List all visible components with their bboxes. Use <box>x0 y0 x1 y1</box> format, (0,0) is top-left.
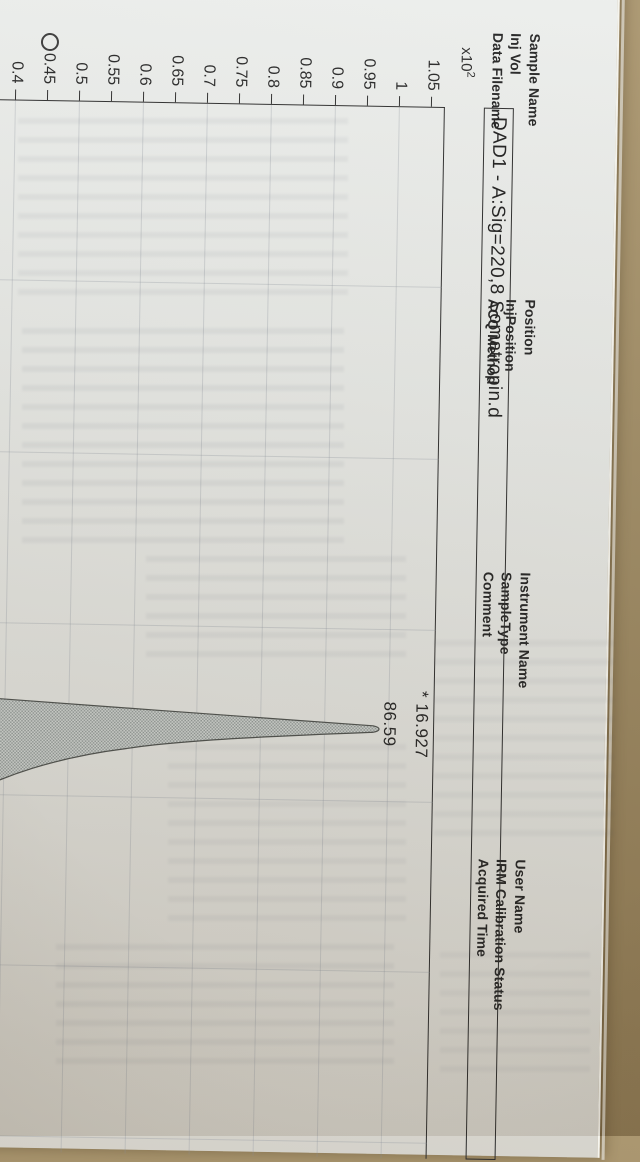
chromatogram-peak <box>0 694 380 802</box>
photo-of-report: { "photo": { "surface_color": "#9d8a64",… <box>0 0 640 1136</box>
rotated-document: Sample Name Inj Vol Data Filename Positi… <box>0 0 640 1136</box>
peak-area-value: 86.59 <box>379 701 400 747</box>
paper-sheet: Sample Name Inj Vol Data Filename Positi… <box>0 0 620 1158</box>
peak-annotation: * 16.927 86.59 <box>372 639 439 810</box>
peak-retention-time: * 16.927 <box>411 690 432 759</box>
